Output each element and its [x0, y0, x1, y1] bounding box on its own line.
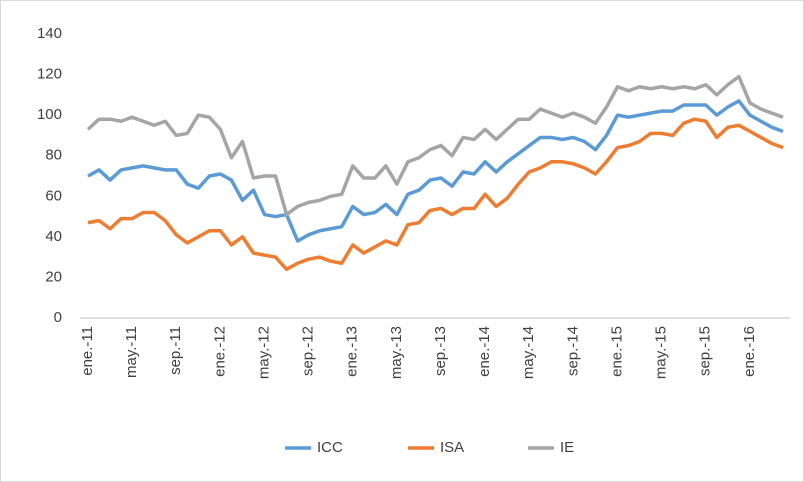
y-tick-label: 100 — [37, 106, 62, 123]
x-tick-label: sep.-14 — [564, 326, 581, 376]
x-tick-label: may.-14 — [520, 326, 537, 379]
x-tick-label: sep.-15 — [697, 326, 714, 376]
x-tick-label: sep.-12 — [300, 326, 317, 376]
y-tick-label: 0 — [54, 309, 62, 326]
x-tick-label: may.-13 — [388, 326, 405, 379]
x-tick-label: ene.-15 — [608, 326, 625, 377]
x-tick-label: ene.-11 — [79, 326, 96, 376]
y-tick-label: 20 — [45, 268, 62, 285]
y-tick-label: 60 — [45, 187, 62, 204]
y-tick-label: 120 — [37, 66, 62, 83]
series-line — [86, 74, 784, 217]
legend-label: ICC — [317, 439, 343, 456]
series-line — [87, 117, 784, 272]
y-tick-label: 140 — [37, 25, 62, 42]
x-tick-label: may.-15 — [653, 326, 670, 379]
x-tick-label: sep.-13 — [432, 326, 449, 376]
x-tick-label: may.-12 — [255, 326, 272, 379]
x-tick-label: sep.-11 — [167, 326, 184, 375]
series-line — [87, 99, 784, 243]
x-tick-label: ene.-14 — [476, 326, 493, 377]
x-tick-label: ene.-12 — [211, 326, 228, 377]
legend-label: IE — [560, 439, 574, 456]
y-tick-label: 40 — [45, 228, 62, 245]
x-tick-label: may.-11 — [123, 326, 140, 378]
x-tick-label: ene.-16 — [741, 326, 758, 377]
x-tick-label: ene.-13 — [344, 326, 361, 377]
legend-label: ISA — [440, 439, 464, 456]
y-tick-label: 80 — [45, 147, 62, 164]
